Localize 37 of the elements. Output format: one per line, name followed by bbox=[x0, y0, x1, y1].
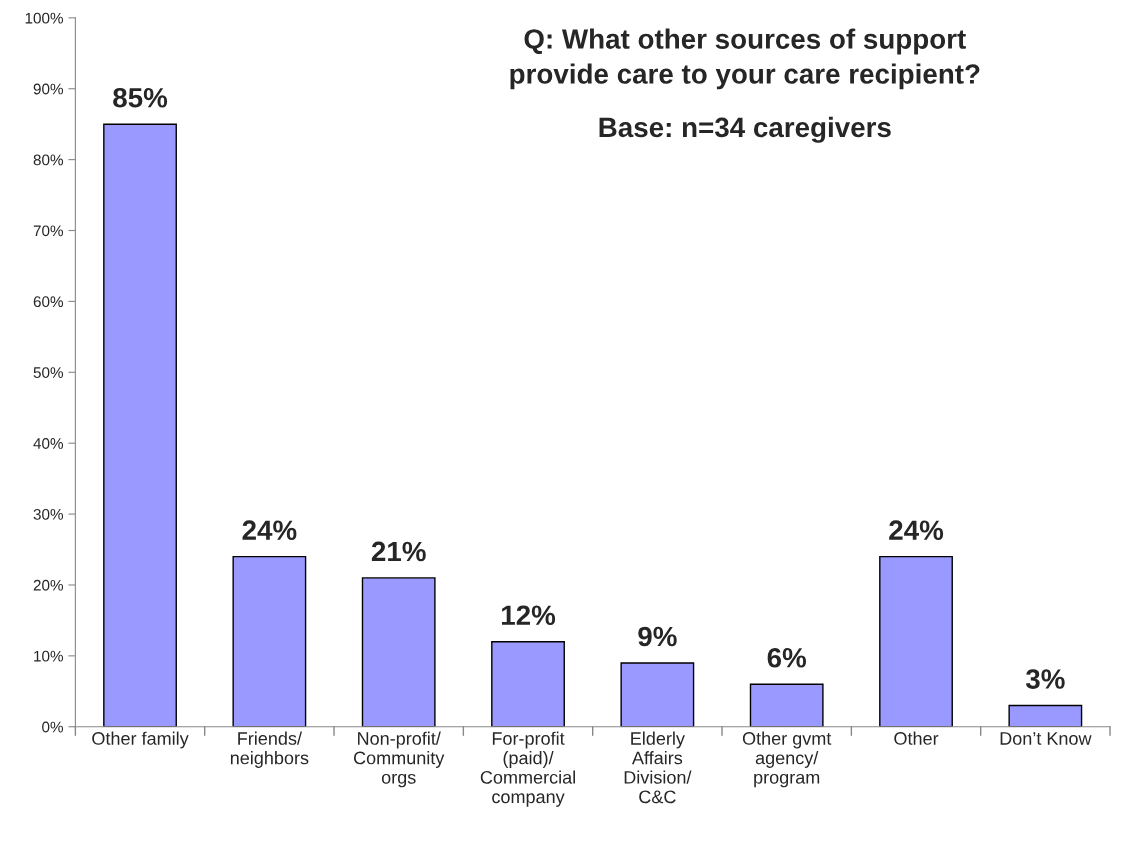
y-tick-label: 100% bbox=[25, 12, 64, 24]
x-tick-label: Other bbox=[894, 731, 939, 745]
data-label: 12% bbox=[501, 605, 556, 626]
y-tick-label: 40% bbox=[33, 438, 64, 449]
data-label: 6% bbox=[767, 647, 807, 668]
y-tick-label: 20% bbox=[33, 579, 64, 591]
bar bbox=[879, 555, 953, 727]
y-tick-label: 90% bbox=[33, 83, 64, 95]
bar bbox=[491, 640, 565, 727]
x-tick-label: Elderly Affairs Division/ C&C bbox=[624, 731, 692, 804]
bar bbox=[103, 123, 177, 727]
y-tick-label: 60% bbox=[33, 296, 64, 308]
x-tick-label: Other gvmt agency/ program bbox=[742, 731, 832, 788]
y-tick-label: 10% bbox=[34, 650, 64, 662]
y-tick-label: 80% bbox=[33, 154, 64, 166]
data-label: 21% bbox=[371, 541, 426, 562]
x-tick-label: Other family bbox=[92, 731, 189, 749]
bar bbox=[749, 683, 824, 727]
y-tick-label: 0% bbox=[42, 721, 64, 733]
x-tick-label: Non-profit/ Community orgs bbox=[353, 731, 445, 788]
x-tick-label: Don’t Know bbox=[1000, 732, 1092, 745]
data-label: 9% bbox=[638, 626, 677, 647]
text: Base: n=34 caregivers bbox=[599, 116, 891, 143]
bar bbox=[361, 577, 436, 727]
bar bbox=[232, 555, 307, 727]
y-tick-label: 50% bbox=[33, 367, 64, 378]
x-tick-label: Friends/ neighbors bbox=[230, 731, 309, 768]
y-tick-label: 70% bbox=[33, 225, 64, 237]
bar bbox=[1008, 704, 1083, 727]
data-label: 3% bbox=[1025, 669, 1065, 689]
data-label: 24% bbox=[242, 520, 297, 540]
data-label: 24% bbox=[889, 520, 944, 540]
x-tick-label: For-profit (paid)/ Commercial company bbox=[480, 731, 575, 807]
y-tick-label: 30% bbox=[33, 508, 64, 520]
data-label: 85% bbox=[113, 87, 168, 108]
bar bbox=[620, 662, 695, 727]
text: Q: What other sources of support provide care to your care recipient? bbox=[510, 28, 980, 90]
